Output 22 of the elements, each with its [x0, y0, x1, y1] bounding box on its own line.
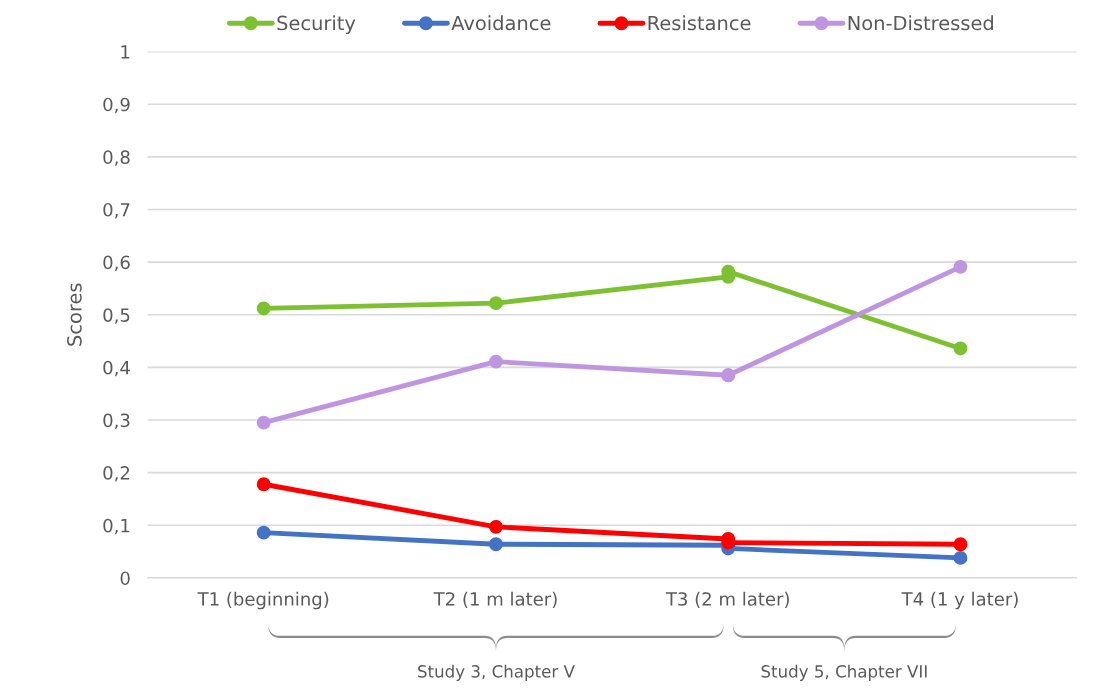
- y-tick-label: 0,4: [103, 360, 130, 377]
- y-axis-title: Scores: [67, 283, 82, 346]
- y-tick-label: 0,8: [103, 150, 130, 166]
- y-tick-label: 0,9: [103, 97, 130, 114]
- y-tick-label: 0,7: [103, 202, 130, 219]
- x-tick-label: T2 (1 m later): [433, 591, 557, 608]
- legend-label: Avoidance: [451, 15, 551, 31]
- x-tick-label: T4 (1 y later): [901, 591, 1018, 610]
- y-tick-label: 0,6: [103, 255, 130, 272]
- legend-label: Security: [277, 15, 356, 35]
- y-tick-label: 0,3: [103, 413, 130, 429]
- legend-label: Resistance: [648, 15, 751, 31]
- y-tick-label: 1: [121, 45, 130, 59]
- legend-label: Non-Distressed: [848, 15, 993, 31]
- y-tick-label: 0,1: [103, 518, 130, 535]
- x-tick-label: T3 (2 m later): [665, 591, 789, 608]
- y-tick-label: 0,2: [103, 466, 130, 482]
- text: Study 3, Chapter V: [418, 664, 575, 681]
- y-tick-label: 0,5: [103, 308, 130, 324]
- x-tick-label: T1 (beginning): [197, 591, 329, 610]
- text: Study 5, Chapter VII: [761, 664, 927, 681]
- y-tick-label: 0: [120, 571, 130, 586]
